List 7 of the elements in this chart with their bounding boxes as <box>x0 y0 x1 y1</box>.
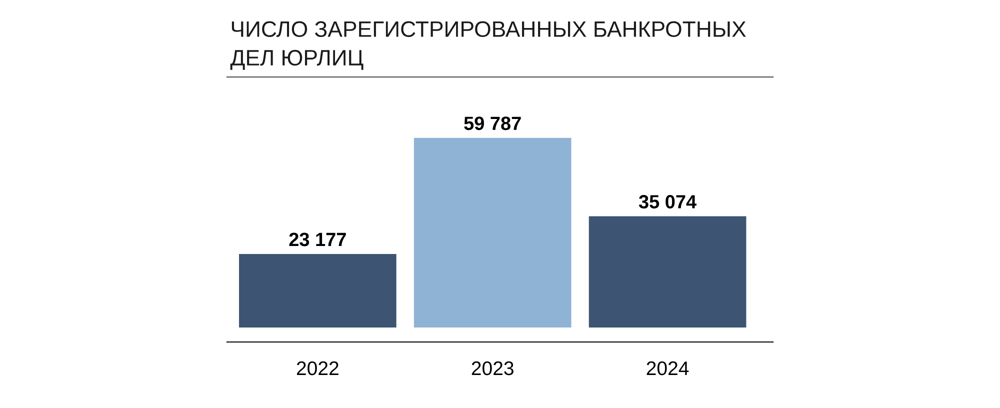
data-label: 23 177 <box>289 232 346 246</box>
x-tick-label: 2022 <box>296 361 338 376</box>
data-label: 59 787 <box>464 116 521 130</box>
chart-title: ЧИСЛО ЗАРЕГИСТРИРОВАННЫХ БАНКРОТНЫХ ДЕЛ ЮРЛИЦ <box>230 21 746 70</box>
data-label: 35 074 <box>638 195 696 208</box>
x-tick-label: 2023 <box>472 361 514 376</box>
x-tick-label: 2024 <box>646 361 689 376</box>
